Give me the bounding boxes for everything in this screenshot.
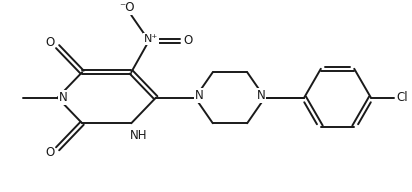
Text: N: N: [194, 89, 204, 102]
Text: O: O: [45, 36, 54, 49]
Text: O: O: [45, 146, 54, 159]
Text: Cl: Cl: [396, 91, 408, 104]
Text: O: O: [184, 34, 193, 47]
Text: N: N: [59, 91, 68, 104]
Text: N⁺: N⁺: [144, 34, 158, 44]
Text: ⁻O: ⁻O: [119, 1, 135, 14]
Text: N: N: [257, 89, 265, 102]
Text: NH: NH: [129, 128, 147, 142]
